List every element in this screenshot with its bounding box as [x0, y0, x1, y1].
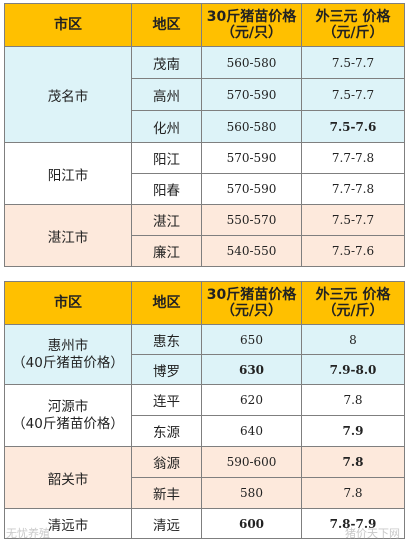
area-cell: 翁源	[131, 446, 202, 478]
city-cell: 湛江市	[4, 204, 132, 267]
piglet-price-cell: 570-590	[201, 173, 302, 205]
table-row: 惠州市 （40斤猪苗价格） 惠东 650 8	[4, 324, 405, 385]
hog-price-cell: 7.5-7.6	[301, 235, 405, 267]
piglet-price-cell: 550-570	[201, 204, 302, 236]
piglet-price-cell: 590-600	[201, 446, 302, 478]
city-cell: 阳江市	[4, 142, 132, 205]
area-cell: 湛江	[131, 204, 202, 236]
table-header-row: 市区 地区 30斤猪苗价格 （元/只） 外三元 价格 （元/斤）	[4, 281, 405, 325]
hog-price-cell: 7.8	[301, 446, 405, 478]
header-city: 市区	[4, 281, 132, 325]
piglet-price-cell: 650	[201, 324, 302, 355]
table-row: 湛江市 湛江 550-570 7.5-7.7	[4, 204, 405, 267]
table-row: 廉江 540-550 7.5-7.6	[5, 235, 405, 267]
header-piglet-price: 30斤猪苗价格 （元/只）	[201, 281, 302, 325]
table-row: 阳春 570-590 7.7-7.8	[5, 173, 405, 205]
area-cell: 高州	[131, 78, 202, 111]
table-row: 茂名市 茂南 560-580 7.5-7.7	[4, 46, 405, 143]
hog-price-cell: 7.9-8.0	[301, 354, 405, 385]
area-cell: 阳江	[131, 142, 202, 174]
piglet-price-cell: 600	[201, 508, 302, 539]
piglet-price-cell: 540-550	[201, 235, 302, 267]
area-cell: 清远	[131, 508, 202, 539]
hog-price-cell: 8	[301, 324, 405, 355]
piglet-price-cell: 620	[201, 384, 302, 416]
header-piglet-price: 30斤猪苗价格 （元/只）	[201, 3, 302, 47]
table-row: 韶关市 翁源 590-600 7.8	[4, 446, 405, 509]
header-area: 地区	[131, 3, 202, 47]
piglet-price-cell: 570-590	[201, 78, 302, 111]
city-cell: 韶关市	[4, 446, 132, 509]
header-hog-price: 外三元 价格 （元/斤）	[301, 3, 405, 47]
header-city: 市区	[4, 3, 132, 47]
watermark-left: 无忧养殖	[6, 527, 50, 540]
hog-price-cell: 7.8	[301, 384, 405, 416]
piglet-price-cell: 640	[201, 415, 302, 447]
area-cell: 廉江	[131, 235, 202, 267]
table-row: 新丰 580 7.8	[5, 477, 405, 509]
price-table-east: 市区 地区 30斤猪苗价格 （元/只） 外三元 价格 （元/斤） 惠州市 （40斤猪苗…	[4, 281, 405, 539]
table-header-row: 市区 地区 30斤猪苗价格 （元/只） 外三元 价格 （元/斤）	[4, 3, 405, 47]
hog-price-cell: 7.8	[301, 477, 405, 509]
hog-price-cell: 7.9	[301, 415, 405, 447]
area-cell: 连平	[131, 384, 202, 416]
table-row: 博罗 630 7.9-8.0	[5, 354, 405, 385]
hog-price-cell: 7.7-7.8	[301, 173, 405, 205]
city-cell: 清远市	[4, 508, 132, 539]
piglet-price-cell: 560-580	[201, 46, 302, 79]
hog-price-cell: 7.7-7.8	[301, 142, 405, 174]
table-row: 河源市 （40斤猪苗价格） 连平 620 7.8	[4, 384, 405, 447]
piglet-price-cell: 570-590	[201, 142, 302, 174]
piglet-price-cell: 580	[201, 477, 302, 509]
city-cell: 茂名市	[4, 46, 132, 143]
table-row: 高州 570-590 7.5-7.7	[5, 78, 405, 111]
header-area: 地区	[131, 281, 202, 325]
header-hog-price: 外三元 价格 （元/斤）	[301, 281, 405, 325]
hog-price-cell: 7.5-7.7	[301, 204, 405, 236]
hog-price-cell: 7.5-7.6	[301, 110, 405, 143]
hog-price-cell: 7.5-7.7	[301, 46, 405, 79]
price-table-west: 市区 地区 30斤猪苗价格 （元/只） 外三元 价格 （元/斤） 茂名市 茂南 56…	[4, 3, 405, 267]
area-cell: 惠东	[131, 324, 202, 355]
piglet-price-cell: 560-580	[201, 110, 302, 143]
table-row: 阳江市 阳江 570-590 7.7-7.8	[4, 142, 405, 205]
city-cell: 河源市 （40斤猪苗价格）	[4, 384, 132, 447]
hog-price-cell: 7.5-7.7	[301, 78, 405, 111]
piglet-price-cell: 630	[201, 354, 302, 385]
area-cell: 博罗	[131, 354, 202, 385]
table-row: 清远市 清远 600 7.8-7.9	[4, 508, 405, 539]
area-cell: 东源	[131, 415, 202, 447]
area-cell: 化州	[131, 110, 202, 143]
area-cell: 阳春	[131, 173, 202, 205]
table-row: 化州 560-580 7.5-7.6	[5, 110, 405, 143]
hog-price-cell: 7.8-7.9	[301, 508, 405, 539]
city-cell: 惠州市 （40斤猪苗价格）	[4, 324, 132, 385]
area-cell: 新丰	[131, 477, 202, 509]
watermark-right: 猪价天下网	[345, 527, 400, 540]
area-cell: 茂南	[131, 46, 202, 79]
